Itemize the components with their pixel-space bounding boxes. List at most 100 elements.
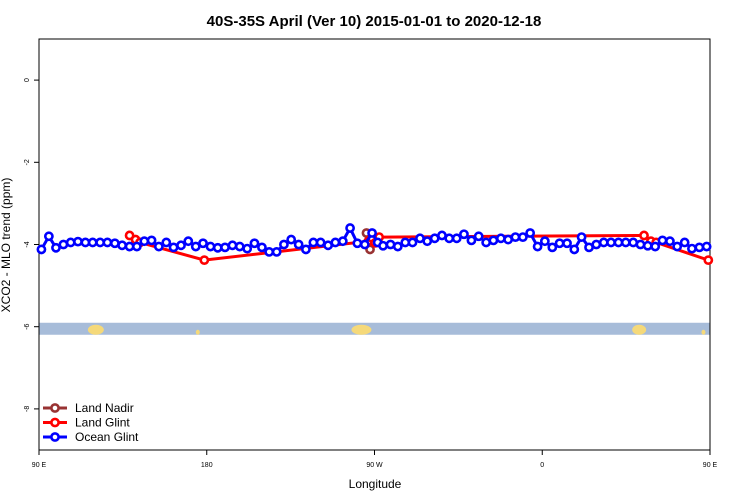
chart-title: 40S-35S April (Ver 10) 2015-01-01 to 202… — [207, 13, 542, 30]
data-point — [517, 232, 528, 243]
data-point — [43, 231, 54, 242]
y-axis: 0 -2 -4 -6 -8 — [24, 78, 39, 412]
data-point — [554, 238, 565, 249]
data-point — [591, 239, 602, 250]
data-point — [488, 235, 499, 246]
data-point — [176, 240, 186, 251]
legend-swatch-marker — [50, 403, 60, 413]
y-tick-label: -4 — [24, 241, 31, 247]
data-point — [264, 246, 275, 257]
data-point — [650, 241, 661, 252]
data-point — [153, 241, 164, 252]
data-point — [146, 235, 157, 246]
y-axis-label: XCO2 - MLO trend (ppm) — [0, 178, 13, 313]
x-tick-label: 90 W — [366, 462, 383, 469]
data-point — [220, 242, 230, 253]
ocean-band — [39, 322, 710, 335]
data-point — [73, 236, 83, 247]
x-tick-label: 180 — [201, 462, 213, 469]
data-point — [422, 236, 433, 247]
legend-swatch-marker — [50, 432, 60, 442]
data-point — [51, 242, 61, 253]
data-point — [87, 237, 98, 248]
x-tick-label: 0 — [540, 462, 544, 469]
data-point — [392, 241, 403, 252]
data-point — [473, 231, 484, 242]
data-point — [701, 241, 712, 252]
data-point — [198, 238, 208, 249]
data-point — [161, 237, 172, 248]
map-strip — [39, 322, 710, 335]
legend-swatch-marker — [50, 417, 60, 428]
y-tick-label: -2 — [24, 159, 31, 165]
data-point — [687, 243, 697, 254]
data-point — [679, 237, 690, 248]
data-point — [330, 237, 341, 248]
data-point — [407, 237, 418, 248]
series-ocean-glint — [36, 223, 712, 257]
data-point — [657, 235, 668, 246]
data-point — [562, 238, 572, 249]
data-point — [183, 236, 194, 247]
data-point — [367, 228, 377, 238]
data-point — [205, 241, 216, 252]
land-patch — [195, 329, 200, 335]
land-patch — [632, 324, 647, 335]
data-point — [234, 241, 245, 252]
data-point — [257, 242, 267, 253]
data-point — [131, 241, 142, 252]
data-point — [495, 233, 506, 244]
y-tick-label: -6 — [24, 323, 31, 329]
data-point — [606, 237, 616, 248]
y-tick-label: -8 — [24, 406, 31, 412]
series-layer — [36, 223, 714, 266]
data-point — [36, 244, 47, 255]
data-point — [227, 240, 238, 251]
data-point — [703, 255, 714, 266]
legend-item: Ocean Glint — [43, 430, 139, 444]
data-point — [102, 237, 113, 248]
data-point — [293, 239, 304, 250]
land-patch — [351, 324, 372, 335]
x-tick-label: 90 E — [703, 462, 718, 469]
data-point — [345, 223, 355, 233]
legend-label: Ocean Glint — [75, 430, 139, 444]
data-point — [315, 237, 326, 248]
land-patch — [701, 329, 706, 335]
data-point — [525, 228, 536, 238]
y-tick-label: 0 — [24, 78, 31, 82]
data-point — [451, 233, 462, 244]
data-point — [576, 232, 587, 243]
data-point — [117, 240, 128, 251]
data-point — [665, 236, 675, 247]
data-point — [569, 244, 580, 255]
x-axis-label: Longitude — [349, 477, 402, 491]
data-point — [444, 233, 455, 244]
data-point — [337, 236, 348, 247]
data-point — [635, 239, 646, 250]
data-point — [547, 242, 558, 253]
data-point — [271, 246, 282, 257]
data-point — [672, 241, 683, 252]
data-point — [459, 229, 469, 240]
legend-item: Land Glint — [43, 416, 130, 430]
data-point — [279, 239, 289, 250]
x-tick-label: 90 E — [32, 462, 47, 469]
data-point — [642, 240, 653, 251]
data-point — [378, 240, 388, 251]
legend-item: Land Nadir — [43, 401, 134, 415]
data-point — [359, 239, 370, 250]
data-point — [639, 230, 649, 241]
data-point — [168, 242, 179, 253]
data-point — [286, 234, 297, 245]
data-point — [510, 232, 521, 243]
x-axis: 90 E 180 90 W 0 90 E — [32, 450, 718, 469]
legend-label: Land Glint — [75, 416, 130, 430]
data-point — [532, 241, 543, 252]
data-point — [352, 238, 363, 249]
data-point — [242, 243, 253, 254]
data-point — [190, 241, 201, 252]
legend-label: Land Nadir — [75, 401, 134, 415]
